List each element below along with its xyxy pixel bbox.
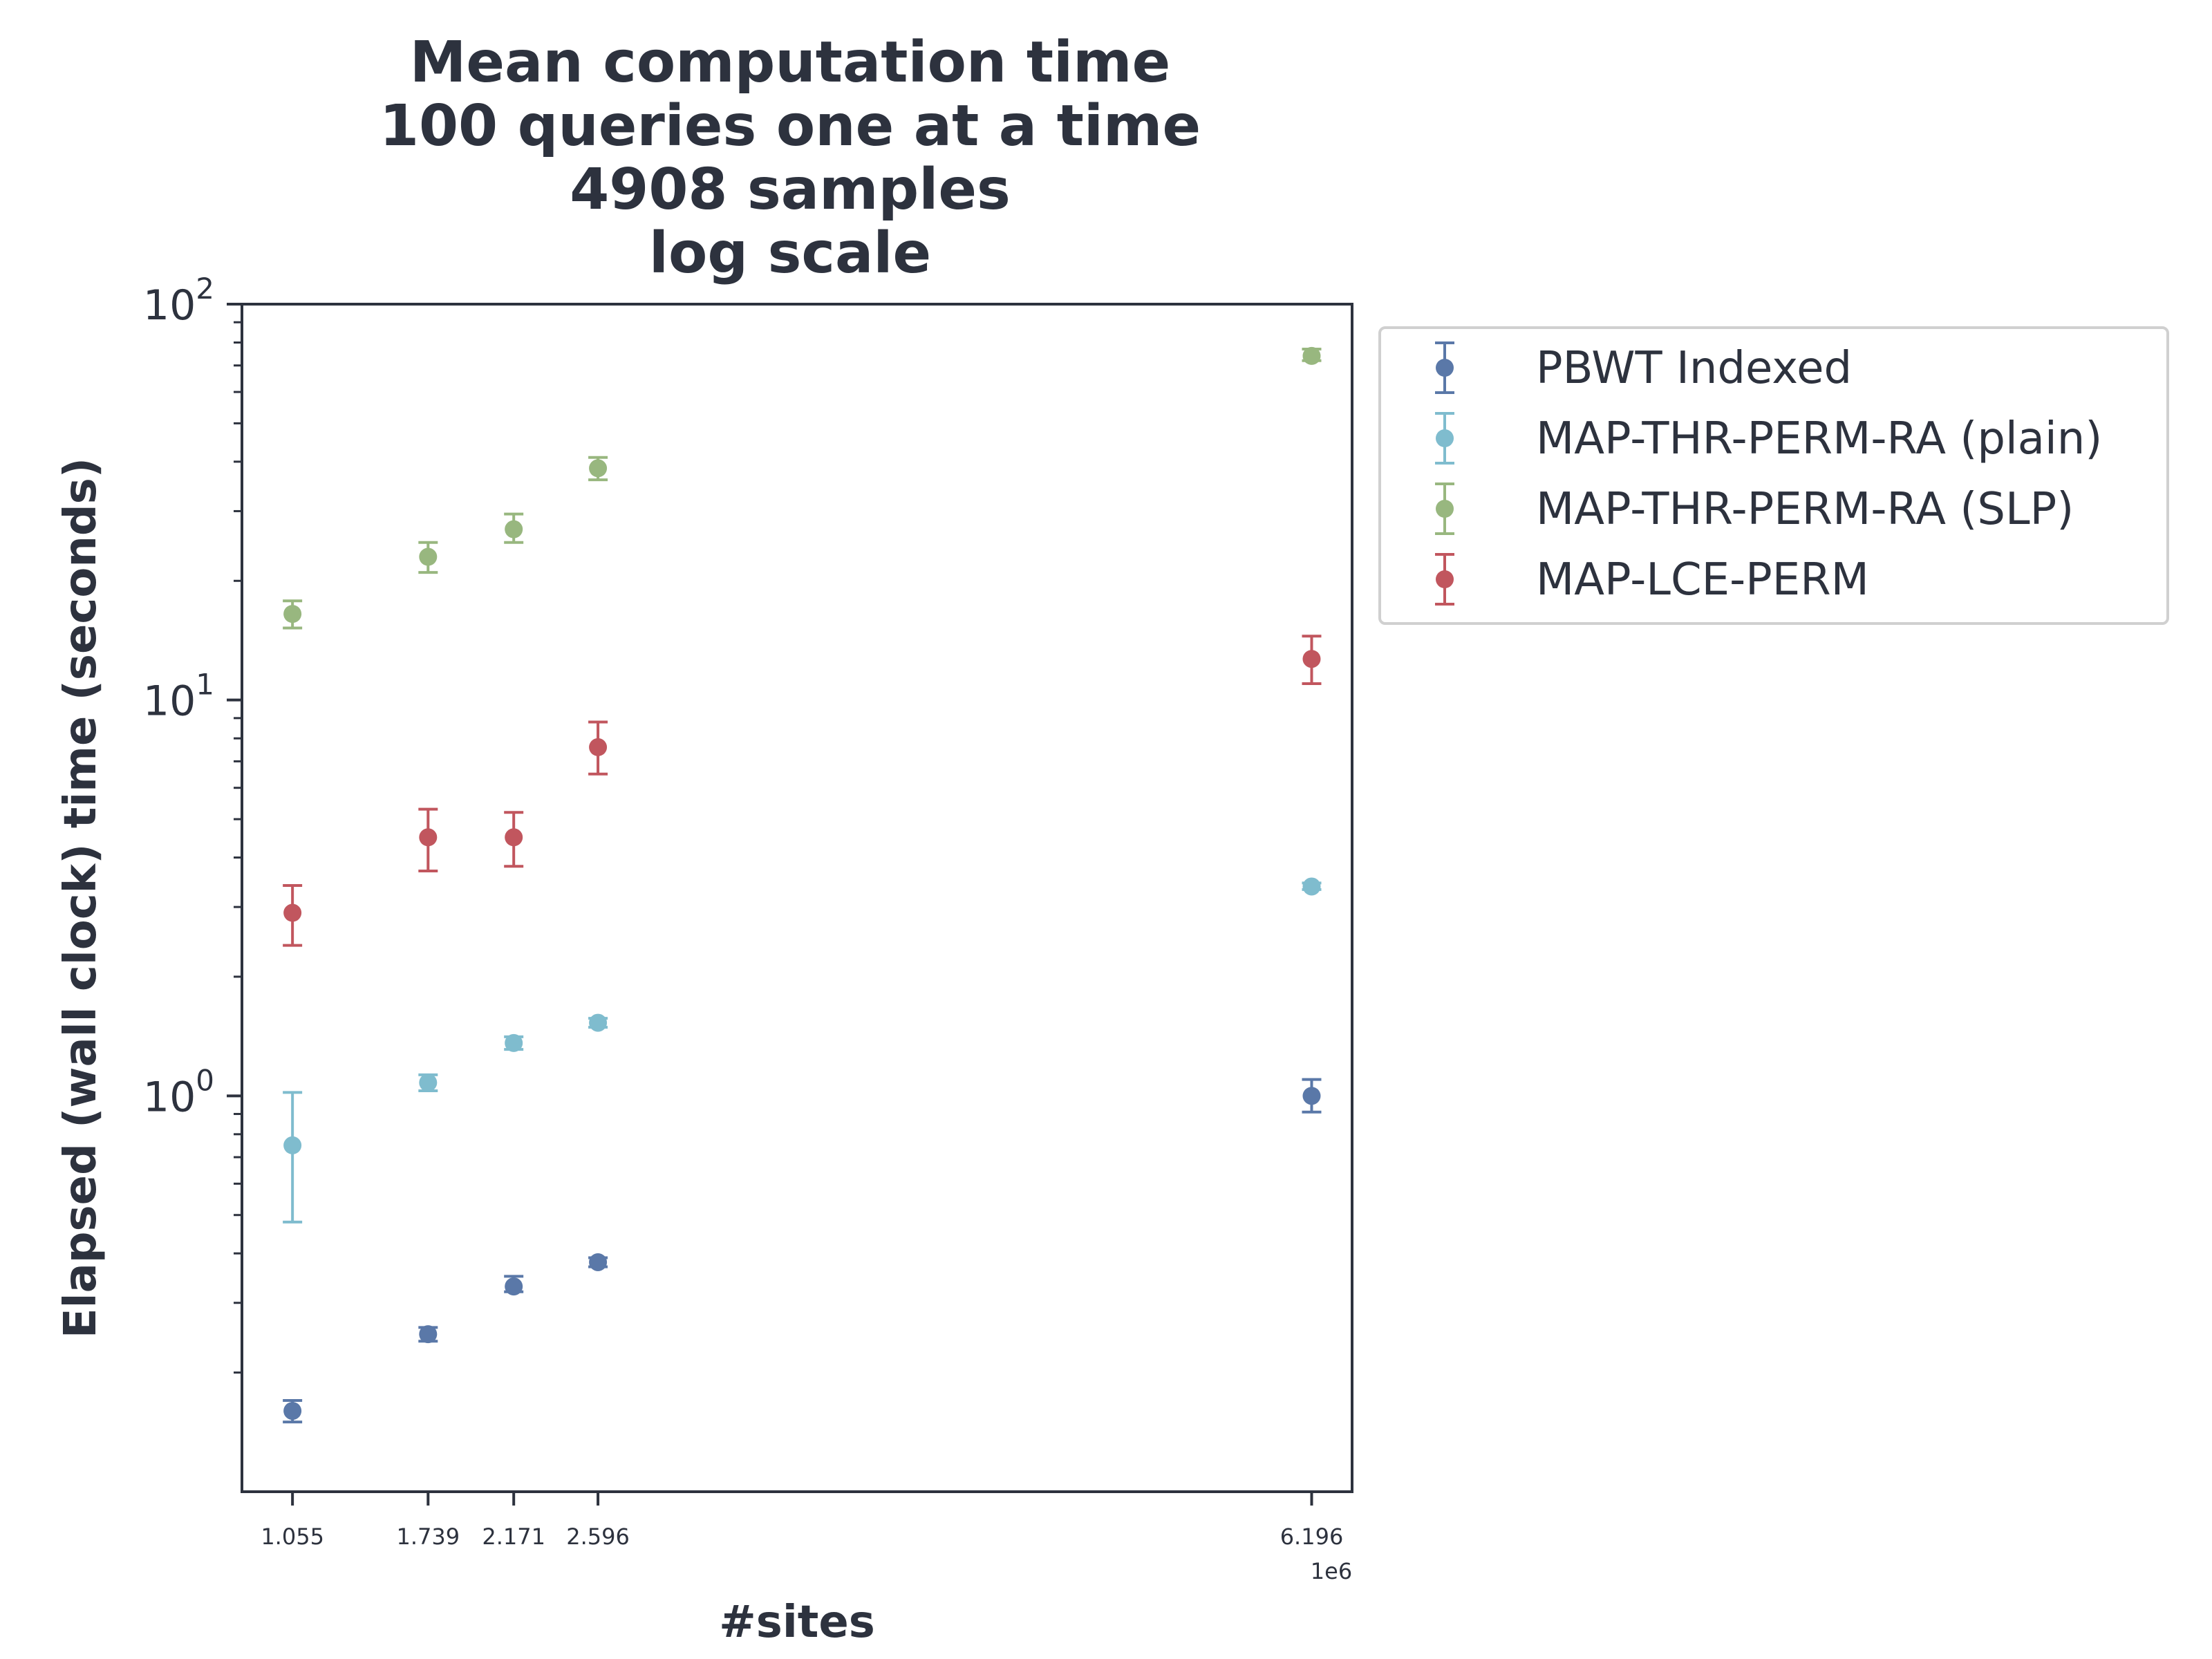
data-point	[283, 1136, 302, 1154]
legend-entry: PBWT Indexed	[1435, 341, 1852, 394]
y-axis-ticks: 100 101 102	[143, 272, 242, 1121]
title-line-1: Mean computation time	[410, 30, 1170, 95]
title-line-2: 100 queries one at a time	[379, 93, 1201, 159]
legend-box	[1378, 326, 2169, 625]
y-tick-label: 102	[143, 272, 214, 330]
plot-frame	[241, 303, 1353, 1493]
data-point	[1302, 1087, 1321, 1105]
x-tick-label: 1.055	[261, 1524, 324, 1550]
data-point	[589, 738, 608, 756]
data-point	[419, 828, 438, 847]
legend-marker-point	[1436, 570, 1454, 588]
legend-entries: PBWT Indexed MAP-THR-PERM-RA (plain) MAP-T…	[1435, 341, 2102, 606]
data-point	[419, 1325, 438, 1344]
x-axis-label: #sites	[719, 1597, 875, 1648]
x-tick-label: 2.171	[482, 1524, 545, 1550]
legend-entry: MAP-THR-PERM-RA (plain)	[1435, 412, 2102, 465]
legend-entry: MAP-THR-PERM-RA (SLP)	[1435, 482, 2074, 535]
data-point	[589, 1253, 608, 1271]
legend-marker-point	[1436, 500, 1454, 518]
data-point	[1302, 346, 1321, 365]
legend-label: MAP-LCE-PERM	[1536, 554, 1869, 606]
y-axis-label: Elapsed (wall clock) time (seconds)	[55, 458, 106, 1338]
legend-entry: MAP-LCE-PERM	[1435, 553, 1869, 606]
x-axis-offset-label: 1e6	[1311, 1558, 1352, 1584]
legend-marker-point	[1436, 359, 1454, 377]
data-point	[589, 1013, 608, 1032]
legend-label: PBWT Indexed	[1536, 343, 1852, 394]
data-point	[1302, 877, 1321, 896]
x-tick-label: 6.196	[1280, 1524, 1344, 1550]
legend: PBWT Indexed MAP-THR-PERM-RA (plain) MAP-T…	[1378, 326, 2169, 625]
x-tick-label: 2.596	[566, 1524, 630, 1550]
legend-label: MAP-THR-PERM-RA (plain)	[1536, 413, 2102, 465]
error-bars	[283, 348, 1322, 1424]
data-point	[505, 1033, 523, 1052]
error-bar	[283, 1091, 303, 1224]
data-point	[505, 520, 523, 538]
x-tick-label: 1.739	[396, 1524, 460, 1550]
data-point	[283, 903, 302, 922]
data-point	[505, 828, 523, 847]
data-point	[419, 547, 438, 566]
title-line-4: log scale	[649, 221, 931, 286]
chart-title: Mean computation time 100 queries one at…	[379, 30, 1201, 286]
data-points	[283, 346, 1321, 1421]
data-point	[505, 1277, 523, 1296]
y-tick-label: 101	[143, 668, 214, 726]
data-point	[283, 605, 302, 624]
y-tick-label: 100	[143, 1063, 214, 1121]
data-point	[419, 1074, 438, 1092]
title-line-3: 4908 samples	[570, 157, 1011, 223]
legend-marker-point	[1436, 429, 1454, 447]
data-point	[1302, 650, 1321, 668]
data-point	[283, 1402, 302, 1421]
data-point	[589, 459, 608, 478]
legend-label: MAP-THR-PERM-RA (SLP)	[1536, 484, 2074, 535]
x-axis-ticks: 1.055 1.739 2.171 2.596 6.196	[261, 1492, 1343, 1550]
